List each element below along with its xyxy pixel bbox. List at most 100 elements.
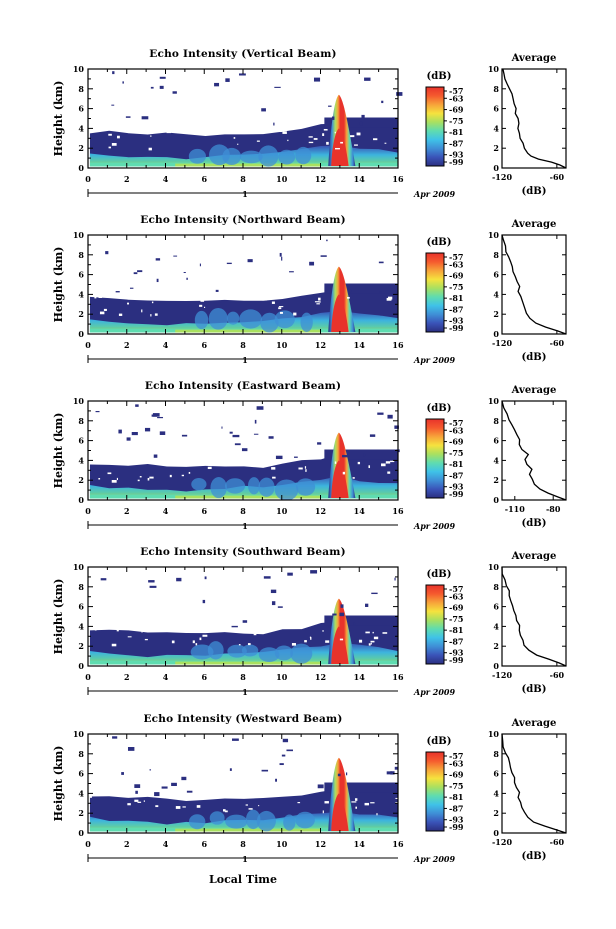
surface-strip-bright: [175, 495, 321, 499]
colorbar-tick-label: -57: [449, 751, 463, 761]
average-title: Average: [511, 53, 557, 64]
sparse-echo: [131, 431, 138, 436]
echo-gap: [169, 474, 172, 478]
y-tick-label: 2: [78, 641, 84, 651]
x-tick-label: 16: [392, 672, 404, 682]
colorbar-tick-label: -99: [449, 157, 464, 167]
colorbar-tick-label: -99: [449, 655, 464, 665]
colorbar-tick-label: -87: [449, 470, 463, 480]
echo-gap: [322, 630, 324, 632]
colorbar-tick-label: -87: [449, 304, 463, 314]
echo-gap: [108, 133, 112, 136]
x-tick-label: 6: [201, 506, 207, 516]
colorbar-tick-label: -99: [449, 489, 464, 499]
average-y-tick-label: 6: [493, 602, 499, 612]
echo-gap: [318, 301, 321, 303]
colorbar-tick-label: -81: [449, 293, 463, 303]
sparse-echo: [287, 572, 293, 576]
echo-gap: [127, 636, 132, 638]
echo-gap: [209, 796, 213, 799]
y-axis-label: Height (km): [52, 247, 65, 323]
echo-gap: [148, 147, 152, 151]
echo-gap: [334, 461, 337, 464]
sparse-echo: [339, 612, 345, 617]
average-x-tick-label: -60: [550, 837, 565, 847]
average-x-tick-label: -60: [550, 670, 565, 680]
x-tick-label: 0: [85, 839, 91, 849]
thermal-plume: [207, 641, 224, 660]
colorbar-tick-label: -63: [449, 591, 464, 601]
average-x-label: (dB): [522, 518, 547, 529]
sparse-echo: [361, 114, 365, 119]
echo-gap: [365, 631, 370, 634]
x-tick-label: 16: [392, 340, 404, 350]
echo-gap: [298, 467, 303, 470]
colorbar: [425, 86, 445, 167]
sparse-echo: [359, 121, 363, 126]
average-y-tick-label: 4: [493, 455, 499, 465]
x-tick-label: 6: [201, 174, 207, 184]
sparse-echo: [317, 442, 322, 445]
date-label: Apr 2009: [413, 687, 456, 697]
colorbar-tick-label: -69: [449, 603, 464, 613]
sparse-echo: [112, 736, 118, 739]
sparse-echo: [317, 784, 324, 789]
sparse-echo: [181, 434, 188, 437]
echo-gap: [390, 460, 395, 463]
average-y-tick-label: 8: [493, 84, 499, 94]
echo-gap: [313, 138, 318, 140]
panel-4: Echo Intensity (Southward Beam) Height (k…: [52, 546, 567, 697]
thermal-plume: [239, 309, 262, 329]
echo-gap: [127, 803, 131, 806]
date-label: Apr 2009: [413, 521, 456, 531]
sparse-echo: [394, 425, 399, 429]
sparse-echo: [137, 270, 143, 273]
sparse-echo: [271, 601, 276, 606]
y-tick-label: 10: [73, 562, 85, 572]
echo-gap: [193, 297, 195, 299]
y-tick-label: 10: [73, 729, 85, 739]
sparse-echo: [309, 261, 315, 266]
x-tick-label: 16: [392, 174, 404, 184]
sparse-echo: [231, 738, 239, 741]
average-title: Average: [511, 551, 557, 562]
echo-gap: [235, 794, 239, 797]
y-tick-label: 0: [78, 329, 84, 339]
sparse-echo: [331, 116, 335, 120]
sparse-echo: [328, 626, 331, 628]
echo-gap: [111, 480, 117, 483]
colorbar: [425, 252, 445, 333]
echo-gap: [171, 640, 175, 644]
sparse-echo: [337, 773, 341, 777]
thermal-plume: [274, 310, 295, 329]
sparse-echo: [100, 578, 107, 581]
colorbar-unit: (dB): [427, 71, 452, 82]
x-tick-label: 0: [85, 672, 91, 682]
echo-gap: [325, 640, 330, 643]
sparse-echo: [176, 577, 182, 582]
colorbar-tick-label: -69: [449, 271, 464, 281]
echo-gap: [223, 809, 226, 812]
x-tick-label: 6: [201, 340, 207, 350]
sparse-echo: [388, 285, 394, 289]
sparse-echo: [394, 766, 398, 770]
x-tick-label: 8: [240, 839, 246, 849]
echo-gap: [314, 301, 320, 303]
y-tick-label: 8: [78, 749, 84, 759]
thermal-plume: [241, 644, 259, 657]
colorbar-tick-label: -75: [449, 614, 463, 624]
sparse-echo: [232, 434, 240, 438]
average-frame: [501, 733, 567, 834]
echo-gap: [279, 311, 283, 314]
sparse-echo: [340, 604, 344, 608]
x-tick-label: 8: [240, 174, 246, 184]
echo-gap: [166, 130, 171, 134]
sparse-echo: [279, 252, 282, 257]
echo-gap: [94, 627, 97, 631]
y-tick-label: 4: [78, 621, 84, 631]
sparse-echo: [261, 769, 269, 772]
echo-gap: [126, 129, 132, 131]
thermal-plume: [300, 312, 313, 332]
colorbar-tick-label: -81: [449, 127, 463, 137]
